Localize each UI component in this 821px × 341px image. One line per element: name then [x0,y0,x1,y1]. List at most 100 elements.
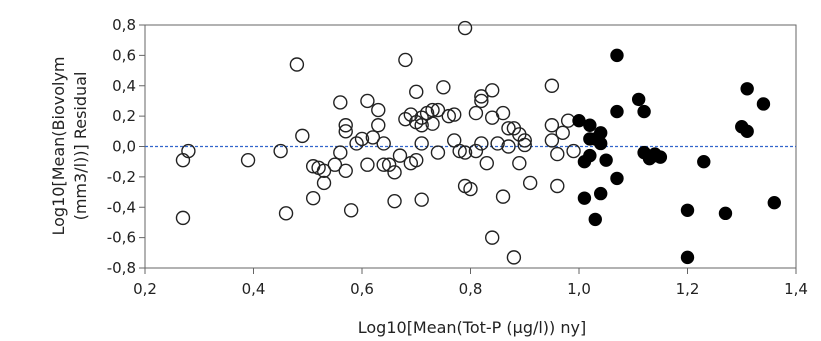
open-data-point [468,143,484,159]
open-data-point [387,165,402,180]
x-tick-label: 0,2 [133,280,157,298]
open-data-point [474,93,489,109]
open-data-point [338,163,353,179]
filled-data-point [637,104,651,119]
open-data-point [414,118,429,133]
open-data-point [338,118,353,133]
open-data-point [430,102,446,118]
open-data-point [354,131,370,147]
open-data-point [327,157,343,172]
open-data-point [485,230,500,245]
x-tick-label: 1,4 [784,280,808,298]
filled-data-point [610,48,624,63]
points-layer [175,20,781,265]
open-data-point [506,250,522,265]
open-data-point [409,152,424,168]
open-data-point [522,175,538,191]
filled-data-point [594,186,608,201]
open-data-point [273,143,288,159]
open-data-point [316,163,332,179]
x-tick-label: 1,2 [676,280,700,298]
open-data-point [360,157,375,172]
open-data-point [501,139,516,154]
open-data-point [550,146,565,162]
open-data-point [479,156,494,171]
open-data-point [371,102,386,118]
open-data-point [387,193,402,209]
open-data-point [278,206,294,221]
filled-data-point [767,195,781,210]
open-data-point [343,203,359,218]
open-data-point [403,107,419,122]
open-data-point [474,89,489,104]
open-data-point [333,145,348,160]
x-tick-label: 0,6 [350,280,374,298]
filled-data-point [599,153,613,167]
filled-data-point [631,92,646,107]
open-data-point [544,78,560,93]
y-axis-title: Log10[Mean(Biovolym (mm3/l))] Residual [49,57,90,236]
open-data-point [452,143,467,159]
y-tick-label: -0,4 [107,198,136,216]
open-data-point [555,125,570,141]
filled-data-point [756,97,771,111]
open-data-point [550,178,565,194]
open-data-point [490,136,505,151]
open-data-point [436,80,451,95]
open-data-point [305,190,321,206]
filled-data-point [583,118,597,132]
filled-data-point [697,154,711,169]
open-data-point [566,143,581,159]
open-data-point [544,133,560,148]
open-data-point [517,137,532,153]
open-data-point [512,156,527,171]
open-data-point [463,181,478,197]
open-data-point [371,118,386,133]
open-data-point [457,145,473,160]
open-data-point [376,157,391,172]
open-data-point [175,210,191,226]
filled-data-point [653,150,668,164]
tick-labels: 0,2 0,4 0,6 0,8 1,0 1,2 1,4 -0,8 -0,6 -0,4 -0,2 0,0… [107,16,808,298]
open-data-point [441,108,456,124]
y-tick-label: 0,4 [112,77,136,95]
open-data-point [409,84,424,100]
y-tick-label: 0,8 [112,16,136,34]
open-data-point [398,52,413,68]
open-data-point [349,136,364,151]
open-data-point [240,152,256,168]
open-data-point [468,105,484,121]
open-data-point [457,20,473,36]
y-tick-label: 0,2 [112,107,136,125]
filled-data-point [610,104,624,119]
y-tick-label: 0,6 [112,46,136,64]
open-data-point [360,93,375,109]
y-axis-title-line-2: (mm3/l))] Residual [71,72,90,221]
open-data-point [295,128,310,144]
filled-data-point [740,82,754,96]
filled-data-point [583,148,597,163]
filled-data-point [610,171,624,186]
open-data-point [392,148,408,163]
open-data-point [414,110,429,125]
y-tick-label: -0,8 [107,259,136,277]
open-data-point [365,130,381,145]
open-data-point [425,116,440,131]
x-axis-title: Log10[Mean(Tot-P (µg/l)) ny] [358,318,586,337]
open-data-point [414,136,429,151]
filled-data-point [740,124,754,139]
x-tick-label: 0,4 [242,280,266,298]
filled-data-point [680,250,695,265]
y-axis-title-line-1: Log10[Mean(Biovolym [49,57,68,236]
open-data-point [447,107,462,122]
open-data-point [430,145,446,160]
open-data-point [485,83,500,98]
open-data-point [517,133,532,148]
open-data-point [495,189,511,204]
filled-data-point [594,136,608,151]
filled-data-point [588,212,602,227]
open-data-point [495,105,511,121]
y-tick-label: 0,0 [112,138,136,156]
open-data-point [474,136,489,151]
